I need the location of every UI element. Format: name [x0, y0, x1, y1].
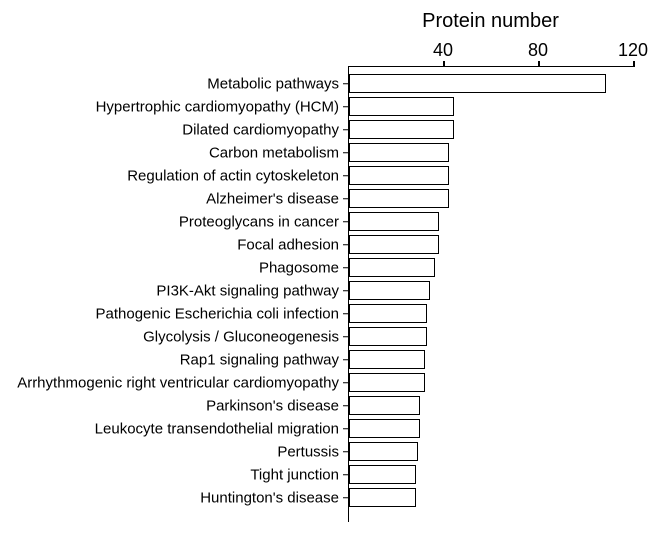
category-label: Arrhythmogenic right ventricular cardiom…: [17, 374, 349, 391]
x-axis-title: Protein number: [348, 10, 633, 33]
category-label: Parkinson's disease: [206, 397, 349, 414]
bar-row: Dilated cardiomyopathy: [349, 118, 634, 141]
x-tick: [538, 61, 540, 67]
bar: [349, 442, 418, 461]
bar: [349, 97, 454, 116]
bar: [349, 465, 416, 484]
x-tick-label: 80: [528, 40, 548, 61]
bar: [349, 327, 427, 346]
bar: [349, 304, 427, 323]
bar-row: Proteoglycans in cancer: [349, 210, 634, 233]
bar-row: Pertussis: [349, 440, 634, 463]
bar: [349, 143, 449, 162]
bar: [349, 74, 606, 93]
category-label: Alzheimer's disease: [206, 190, 349, 207]
category-label: Phagosome: [259, 259, 349, 276]
bar-row: Phagosome: [349, 256, 634, 279]
x-tick: [633, 61, 635, 67]
bar-row: Tight junction: [349, 463, 634, 486]
bar-row: Arrhythmogenic right ventricular cardiom…: [349, 371, 634, 394]
bar-row: PI3K-Akt signaling pathway: [349, 279, 634, 302]
category-label: Metabolic pathways: [207, 75, 349, 92]
bar-row: Parkinson's disease: [349, 394, 634, 417]
bar: [349, 350, 425, 369]
bar: [349, 166, 449, 185]
category-label: Hypertrophic cardiomyopathy (HCM): [96, 98, 349, 115]
bar: [349, 488, 416, 507]
bar-row: Metabolic pathways: [349, 72, 634, 95]
bar: [349, 419, 420, 438]
category-label: Regulation of actin cytoskeleton: [127, 167, 349, 184]
bar-row: Regulation of actin cytoskeleton: [349, 164, 634, 187]
category-label: Glycolysis / Gluconeogenesis: [143, 328, 349, 345]
category-label: Rap1 signaling pathway: [180, 351, 349, 368]
bar-row: Rap1 signaling pathway: [349, 348, 634, 371]
bar-row: Focal adhesion: [349, 233, 634, 256]
bar-row: Carbon metabolism: [349, 141, 634, 164]
plot-area: Metabolic pathwaysHypertrophic cardiomyo…: [348, 66, 634, 522]
bar-row: Leukocyte transendothelial migration: [349, 417, 634, 440]
protein-number-chart: Protein number Metabolic pathwaysHypertr…: [0, 0, 661, 538]
bar: [349, 396, 420, 415]
category-label: Huntington's disease: [200, 489, 349, 506]
category-label: PI3K-Akt signaling pathway: [156, 282, 349, 299]
category-label: Focal adhesion: [237, 236, 349, 253]
bar: [349, 189, 449, 208]
bar-row: Huntington's disease: [349, 486, 634, 509]
bar-row: Hypertrophic cardiomyopathy (HCM): [349, 95, 634, 118]
x-tick-label: 120: [618, 40, 648, 61]
bar: [349, 120, 454, 139]
bar: [349, 258, 435, 277]
bar: [349, 212, 439, 231]
category-label: Carbon metabolism: [209, 144, 349, 161]
bar-row: Pathogenic Escherichia coli infection: [349, 302, 634, 325]
category-label: Dilated cardiomyopathy: [182, 121, 349, 138]
category-label: Proteoglycans in cancer: [179, 213, 349, 230]
x-tick: [443, 61, 445, 67]
x-tick-label: 40: [433, 40, 453, 61]
category-label: Pertussis: [277, 443, 349, 460]
category-label: Leukocyte transendothelial migration: [95, 420, 349, 437]
category-label: Pathogenic Escherichia coli infection: [96, 305, 349, 322]
category-label: Tight junction: [250, 466, 349, 483]
bar-row: Alzheimer's disease: [349, 187, 634, 210]
bar-row: Glycolysis / Gluconeogenesis: [349, 325, 634, 348]
bar: [349, 235, 439, 254]
bar: [349, 281, 430, 300]
bar: [349, 373, 425, 392]
